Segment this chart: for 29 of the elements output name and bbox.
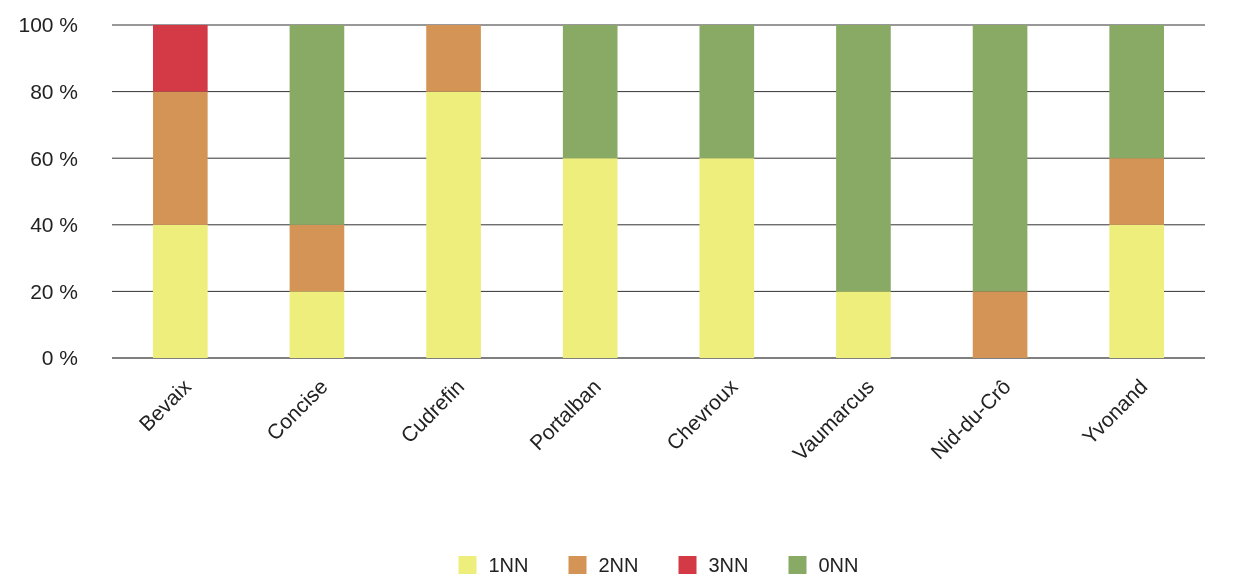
bar: [1109, 25, 1165, 159]
bar: [836, 291, 891, 358]
bar: [426, 91, 481, 358]
legend-label: 2NN: [598, 554, 639, 576]
bar: [426, 25, 481, 92]
y-tick-label: 40 %: [30, 213, 78, 237]
bar: [699, 158, 755, 358]
bar: [152, 224, 208, 358]
legend-label: 1NN: [488, 554, 529, 576]
y-tick-label: 60 %: [30, 146, 78, 170]
bar: [836, 25, 891, 292]
bar: [289, 25, 345, 225]
bar: [972, 291, 1028, 358]
y-tick-label: 80 %: [30, 79, 78, 103]
bar: [289, 224, 345, 292]
y-tick-label: 0 %: [41, 346, 78, 370]
bar: [152, 91, 208, 225]
bar: [699, 25, 755, 159]
bar: [562, 158, 618, 358]
bar: [1109, 224, 1165, 358]
legend-label: 0NN: [818, 554, 859, 576]
bar: [1109, 158, 1165, 225]
legend-label: 3NN: [708, 554, 749, 576]
bar: [972, 25, 1028, 292]
y-tick-label: 100 %: [18, 13, 78, 37]
bar: [289, 291, 345, 358]
bar: [562, 25, 618, 159]
bar: [152, 25, 208, 92]
y-tick-label: 20 %: [30, 279, 78, 303]
